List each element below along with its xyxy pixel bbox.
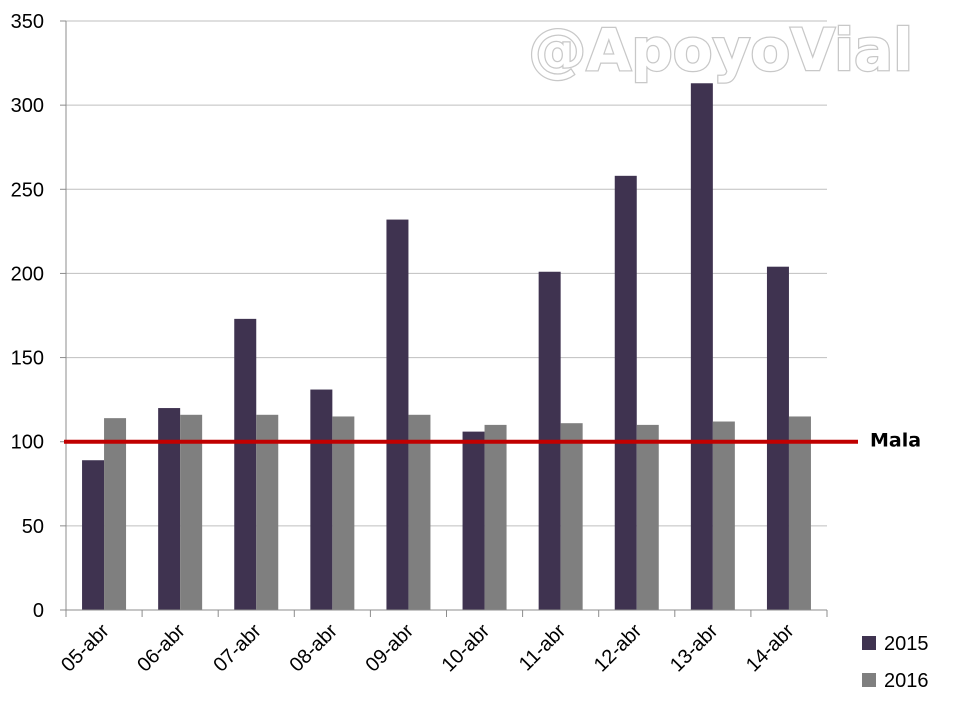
- watermark-text: @ApoyoVial: [528, 16, 913, 84]
- x-tick-label: 09-abr: [362, 620, 419, 677]
- x-tick-label: 06-abr: [133, 620, 190, 677]
- legend-swatch-2016: [862, 673, 876, 687]
- bar-2016-09-abr: [408, 414, 431, 610]
- bar-2016-11-abr: [560, 423, 583, 610]
- bar-2016-08-abr: [332, 416, 355, 610]
- bar-2015-13-abr: [690, 83, 713, 610]
- bar-2016-14-abr: [788, 416, 811, 610]
- y-tick-label: 200: [11, 263, 44, 285]
- bar-2016-07-abr: [256, 414, 279, 610]
- legend-label-2016: 2016: [884, 670, 929, 692]
- x-tick-label: 11-abr: [515, 620, 571, 676]
- legend: 2015 2016: [862, 633, 929, 692]
- y-tick-label: 150: [11, 348, 44, 370]
- bar-2015-08-abr: [310, 389, 333, 610]
- bar-2016-13-abr: [712, 421, 735, 610]
- y-tick-label: 350: [11, 11, 44, 33]
- bar-2015-12-abr: [614, 175, 637, 610]
- bar-2015-05-abr: [82, 460, 105, 610]
- x-tick-label: 13-abr: [666, 620, 723, 677]
- x-tick-label: 08-abr: [285, 620, 342, 677]
- x-tick-label: 12-abr: [590, 620, 647, 677]
- reference-line-label: Mala: [870, 430, 921, 452]
- legend-label-2015: 2015: [884, 633, 929, 655]
- y-tick-label: 300: [11, 95, 44, 117]
- y-tick-label: 250: [11, 179, 44, 201]
- x-tick-label: 07-abr: [209, 620, 266, 677]
- x-tick-label: 05-abr: [57, 620, 114, 677]
- reference-line-group: Mala: [64, 430, 921, 452]
- bar-2016-05-abr: [104, 418, 127, 610]
- bar-2015-10-abr: [462, 431, 485, 610]
- bar-2015-07-abr: [234, 318, 257, 610]
- bars: [82, 83, 811, 610]
- bar-2015-14-abr: [766, 266, 789, 610]
- bar-2016-06-abr: [180, 414, 203, 610]
- y-tick-label: 100: [11, 432, 44, 454]
- bar-2016-12-abr: [636, 424, 659, 610]
- x-tick-label: 10-abr: [438, 620, 495, 677]
- bar-2015-06-abr: [158, 408, 181, 610]
- bar-2016-10-abr: [484, 424, 507, 610]
- y-tick-label: 50: [22, 516, 44, 538]
- x-tick-label: 14-abr: [742, 620, 799, 677]
- legend-swatch-2015: [862, 636, 876, 650]
- bar-2015-09-abr: [386, 219, 409, 610]
- y-tick-label: 0: [33, 600, 44, 622]
